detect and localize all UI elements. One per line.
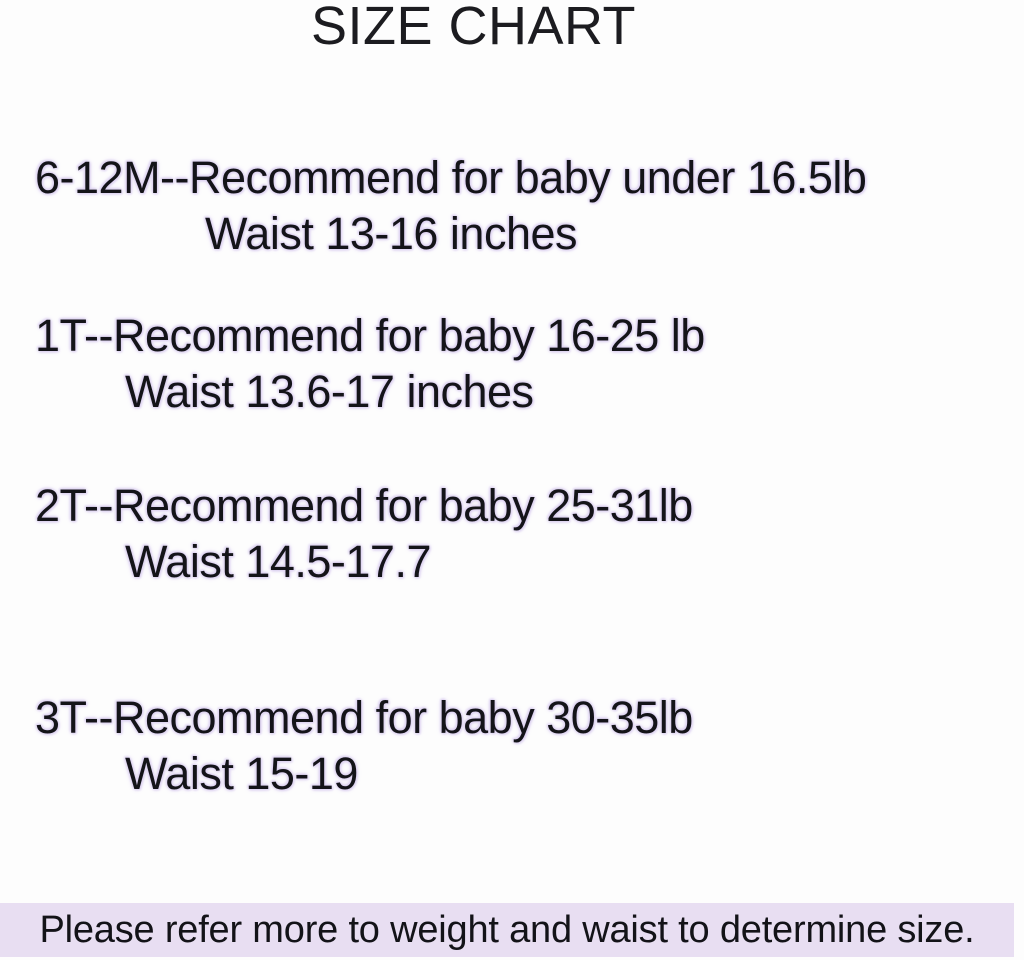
footer-note-text: Please refer more to weight and waist to…: [39, 909, 975, 951]
size-entry-2t: 2T--Recommend for baby 25-31lb Waist 14.…: [35, 478, 985, 590]
size-entry-6-12m: 6-12M--Recommend for baby under 16.5lb W…: [35, 150, 985, 262]
size-entry-weight-line: 1T--Recommend for baby 16-25 lb: [35, 310, 705, 361]
size-entry-weight-line: 6-12M--Recommend for baby under 16.5lb: [35, 152, 867, 203]
page-title: SIZE CHART: [310, 0, 637, 56]
size-entry-waist-line: Waist 13-16 inches: [205, 208, 578, 259]
size-entry-weight-line: 2T--Recommend for baby 25-31lb: [35, 480, 693, 531]
size-entry-weight-line: 3T--Recommend for baby 30-35lb: [35, 692, 693, 743]
size-entry-waist-line: Waist 14.5-17.7: [125, 536, 431, 587]
size-entry-3t: 3T--Recommend for baby 30-35lb Waist 15-…: [35, 690, 985, 802]
size-entry-waist-line: Waist 15-19: [125, 748, 358, 799]
size-entry-waist-line: Waist 13.6-17 inches: [125, 366, 534, 417]
size-entry-1t: 1T--Recommend for baby 16-25 lb Waist 13…: [35, 308, 985, 420]
footer-note-bar: Please refer more to weight and waist to…: [0, 903, 1014, 957]
